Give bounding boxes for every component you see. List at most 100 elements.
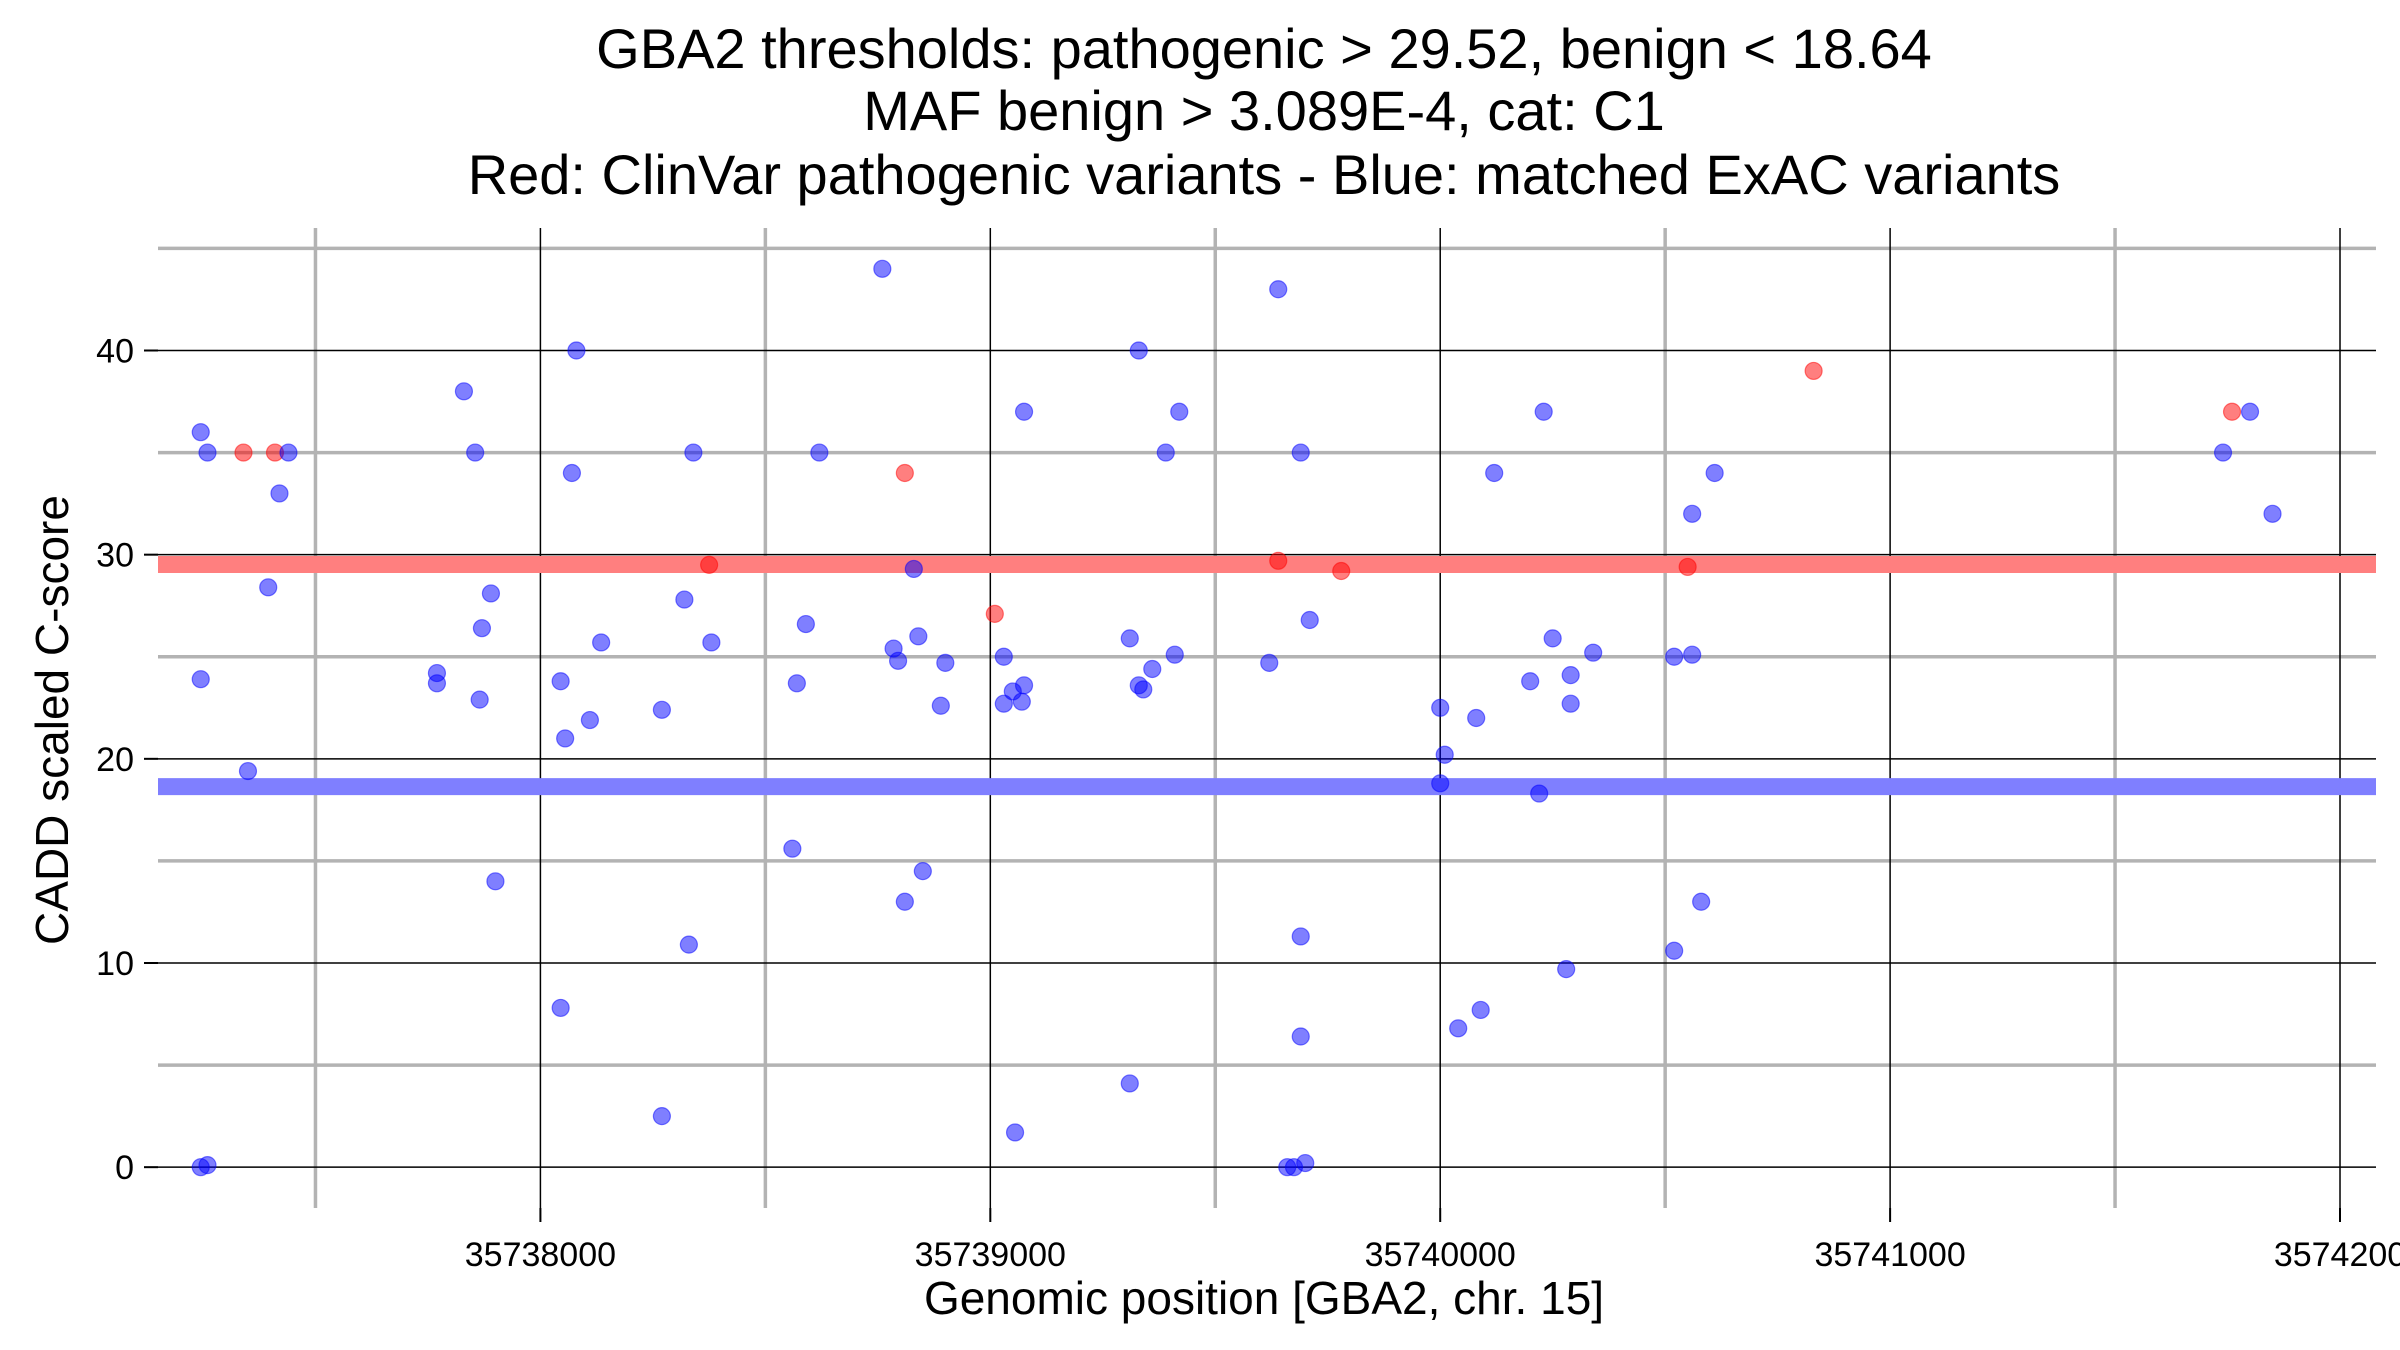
clinvar-point (2222, 402, 2242, 421)
exac-point (936, 653, 955, 672)
clinvar-point (1332, 561, 1351, 581)
exac-point (1665, 941, 1684, 960)
exac-point (1543, 629, 1562, 648)
exac-point (1165, 645, 1184, 664)
exac-point (675, 590, 694, 609)
axis-ticks (144, 349, 2342, 1222)
clinvar-point (700, 555, 719, 574)
y-tick-label: 30 (96, 537, 134, 575)
exac-point (472, 619, 492, 638)
exac-point (1530, 784, 1549, 803)
exac-point (551, 672, 570, 691)
x-axis-label: Genomic position [GBA2, chr. 15] (924, 1272, 1604, 1324)
exac-point (1129, 341, 1148, 360)
chart-title-line-1: GBA2 thresholds: pathogenic > 29.52, ben… (596, 17, 1932, 80)
exac-point (1557, 960, 1576, 979)
chart-title-line-3: Red: ClinVar pathogenic variants - Blue:… (468, 143, 2061, 206)
chart-title: GBA2 thresholds: pathogenic > 29.52, ben… (468, 17, 2061, 206)
exac-point (1291, 443, 1310, 462)
clinvar-point (1804, 361, 1823, 381)
exac-point (198, 1156, 217, 1175)
exac-point (481, 584, 501, 603)
exac-point (1291, 1027, 1310, 1046)
exac-point (1143, 659, 1162, 679)
grid-major (158, 228, 2376, 1208)
exac-point (1692, 892, 1711, 911)
exac-point (1584, 643, 1603, 662)
exac-point (994, 647, 1013, 666)
exac-point (562, 463, 582, 483)
exac-point (1005, 1123, 1025, 1142)
exac-point (1291, 927, 1310, 946)
exac-point (873, 259, 892, 278)
exac-point (702, 633, 721, 652)
exac-point (454, 382, 474, 401)
exac-point (913, 862, 932, 881)
y-tick-label: 0 (115, 1149, 134, 1187)
exac-point (810, 443, 829, 462)
exac-point (466, 443, 485, 462)
exac-point (679, 935, 698, 954)
exac-point (1467, 708, 1486, 728)
tick-labels: 0 10 20 30 40 35738000 35739000 35740000 3574100… (96, 333, 2400, 1275)
exac-point (592, 633, 611, 652)
clinvar-point (985, 604, 1004, 623)
exac-point (1665, 647, 1684, 666)
exac-point (238, 761, 258, 781)
exac-point (486, 872, 505, 891)
exac-point (191, 670, 210, 689)
exac-point (2213, 443, 2233, 462)
exac-point (580, 710, 600, 730)
exac-point (783, 839, 802, 858)
clinvar-point (895, 463, 914, 483)
chart-title-line-2: MAF benign > 3.089E-4, cat: C1 (863, 79, 1665, 142)
exac-point (895, 892, 914, 911)
exac-point (1431, 698, 1450, 717)
exac-point (1296, 1153, 1315, 1173)
exac-point (551, 998, 570, 1018)
exac-point (1120, 1074, 1139, 1093)
y-tick-label: 20 (96, 741, 134, 779)
exac-point (652, 700, 671, 719)
exac-point (1485, 463, 1504, 483)
exac-point (684, 443, 703, 462)
exac-point (198, 443, 217, 462)
exac-point (1561, 666, 1580, 685)
exac-point (1156, 443, 1175, 462)
exac-point (1449, 1019, 1468, 1038)
exac-point (1269, 280, 1288, 299)
exac-point (427, 674, 447, 693)
exac-point (787, 674, 806, 693)
exac-point (2240, 402, 2260, 421)
exac-point (1260, 653, 1279, 672)
exac-point (191, 423, 210, 442)
exac-point (470, 690, 489, 709)
exac-point (1170, 402, 1189, 421)
clinvar-point (234, 443, 253, 462)
exac-point (1534, 402, 1553, 421)
clinvar-point (1269, 551, 1288, 570)
x-tick-label: 35741000 (1814, 1236, 1965, 1274)
exac-point (270, 484, 289, 503)
exac-point (1120, 629, 1139, 648)
y-tick-label: 40 (96, 333, 134, 371)
exac-point (1561, 694, 1580, 713)
exac-point (1134, 680, 1153, 699)
exac-point (931, 696, 950, 715)
exac-point (1012, 692, 1031, 711)
exac-point (652, 1107, 671, 1126)
exac-point (796, 614, 815, 634)
exac-point (909, 627, 928, 646)
y-tick-label: 10 (96, 945, 134, 983)
exac-point (904, 559, 923, 579)
exac-point (2263, 504, 2282, 523)
exac-point (279, 443, 298, 462)
clinvar-point (1678, 557, 1697, 577)
x-tick-label: 35739000 (915, 1236, 1066, 1274)
exac-point (1683, 645, 1702, 664)
exac-point (1431, 774, 1450, 793)
exac-point (1705, 463, 1724, 483)
exac-point (567, 341, 586, 360)
x-tick-label: 3574200 (2274, 1236, 2400, 1274)
